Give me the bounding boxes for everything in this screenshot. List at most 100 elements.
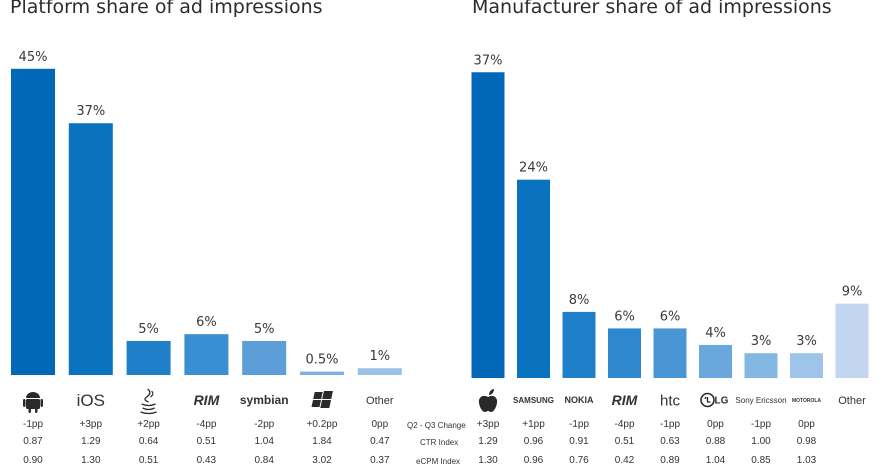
category-label: SAMSUNG <box>513 396 554 405</box>
row-label-ctr: CTR Index <box>420 438 459 447</box>
table-cell: 0.85 <box>751 455 771 466</box>
table-cell: 1.04 <box>705 455 726 466</box>
category-label-group: symbian <box>240 393 289 407</box>
platform-share-chart: Platform share of ad impressions 45% 37% i… <box>10 0 402 466</box>
table-cell: 1.30 <box>81 455 101 466</box>
bar <box>562 311 596 378</box>
row-label-ecpm: eCPM Index <box>416 457 461 466</box>
table-cell: 1.03 <box>796 455 817 466</box>
table-cell: +3pp <box>79 419 103 430</box>
bar <box>11 68 55 375</box>
table-cell: 0.91 <box>569 436 589 447</box>
category-label: MOTOROLA <box>792 398 821 404</box>
row-label-change: Q2 - Q3 Change <box>407 421 466 430</box>
table-cell: 0.84 <box>254 455 274 466</box>
table-cell: 1.00 <box>751 436 771 447</box>
category-label-group: Other <box>838 395 866 407</box>
table-cell: 3.02 <box>312 455 332 466</box>
table-cell: -1pp <box>659 419 680 430</box>
category-label-group: Other <box>366 395 394 407</box>
platform-chart-svg: 45% 37% iOS 5% 6% RIM 5% symbian 0.5% 1% Other <box>11 50 402 415</box>
data-label: 24% <box>519 161 548 176</box>
bar <box>517 179 550 378</box>
data-label: 6% <box>614 309 635 324</box>
data-label: 5% <box>138 322 159 337</box>
category-label: symbian <box>240 393 289 407</box>
data-label: 1% <box>369 349 390 364</box>
table-cell: -4pp <box>196 419 217 430</box>
data-label: 5% <box>254 322 275 337</box>
table-cell: +0.2pp <box>306 419 338 430</box>
category-label-group: MOTOROLA <box>792 398 821 404</box>
table-cell: 0.89 <box>660 455 680 466</box>
table-cell: 0.96 <box>523 436 544 447</box>
table-cell: 0.51 <box>138 455 159 466</box>
table-cell: 0pp <box>371 419 389 430</box>
category-label: RIM <box>612 392 638 408</box>
data-label: 37% <box>76 104 105 119</box>
category-label-group: SAMSUNG <box>513 396 554 405</box>
table-cell: 0.90 <box>23 455 43 466</box>
java-icon <box>140 388 157 415</box>
bar <box>608 328 641 378</box>
table-cell: 0.51 <box>614 436 635 447</box>
category-label-group: RIM <box>194 392 220 408</box>
table-cell: 0.37 <box>370 455 390 466</box>
category-label: Other <box>838 395 866 407</box>
table-cell: +2pp <box>137 419 160 430</box>
table-cell: +1pp <box>522 419 545 430</box>
bar <box>242 340 287 375</box>
table-cell: 1.04 <box>254 436 274 447</box>
data-label: 3% <box>796 334 817 349</box>
category-label-group: Sony Ericsson <box>735 396 786 405</box>
manufacturer-chart-svg: 37% 24% SAMSUNG 8% NOKIA 6% RIM 6% htc 4% LG 3% Sony… <box>471 53 869 412</box>
data-label: 6% <box>660 309 681 324</box>
category-label-group: iOS <box>77 391 105 410</box>
bar <box>744 353 778 378</box>
category-label: Other <box>366 395 394 407</box>
table-cell: 0.87 <box>23 436 43 447</box>
bar <box>300 371 344 375</box>
table-cell: 0.42 <box>614 455 635 466</box>
category-label-group: htc <box>660 392 681 409</box>
data-label: 9% <box>842 285 863 300</box>
data-label: 3% <box>751 334 772 349</box>
table-cell: 0.43 <box>196 455 217 466</box>
category-label: htc <box>660 392 681 409</box>
table-cell: 0.63 <box>660 436 680 447</box>
table-cell: 0.47 <box>370 436 390 447</box>
data-label: 0.5% <box>305 353 338 368</box>
bar <box>68 123 113 375</box>
category-label: RIM <box>194 392 220 408</box>
bar <box>471 72 505 379</box>
category-label: LG <box>715 396 729 407</box>
data-label: 8% <box>569 293 590 308</box>
bar <box>790 353 823 378</box>
table-cell: 1.29 <box>478 436 498 447</box>
table-cell: +3pp <box>476 419 500 430</box>
table-cell: -4pp <box>614 419 635 430</box>
bar <box>653 328 687 378</box>
apple-icon <box>478 389 498 412</box>
category-label: iOS <box>77 391 105 410</box>
table-cell: 0.98 <box>796 436 817 447</box>
table-cell: 0.51 <box>196 436 217 447</box>
table-cell: 0.96 <box>523 455 544 466</box>
table-cell: -2pp <box>254 419 275 430</box>
lg-icon: LG <box>700 392 729 408</box>
data-label: 45% <box>19 50 48 65</box>
bar <box>357 368 402 375</box>
bar <box>126 340 171 375</box>
chart-title: Manufacturer share of ad impressions <box>472 0 832 18</box>
manufacturer-share-chart: Manufacturer share of ad impressions 37%… <box>470 0 883 469</box>
table-cell: -1pp <box>22 419 43 430</box>
table-cell: 0.88 <box>705 436 726 447</box>
category-label-group: NOKIA <box>565 395 595 405</box>
bar <box>835 303 869 378</box>
category-label: Sony Ericsson <box>735 396 786 405</box>
bar <box>699 344 732 378</box>
android-icon <box>23 392 43 413</box>
category-label: NOKIA <box>565 395 595 405</box>
category-label-group: RIM <box>612 392 638 408</box>
data-label: 4% <box>705 326 726 341</box>
